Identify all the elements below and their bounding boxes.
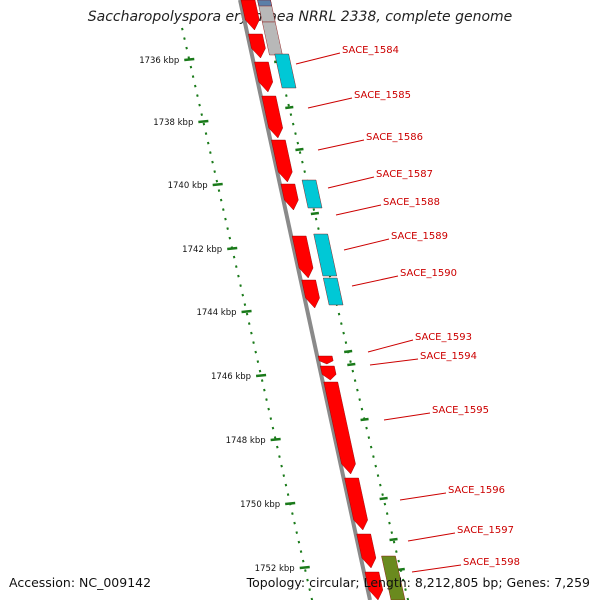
gene-leader-line bbox=[343, 238, 390, 251]
gene-leader-line bbox=[367, 339, 414, 353]
gene-leader-line bbox=[411, 564, 462, 573]
gene-label[interactable]: SACE_1585 bbox=[354, 90, 411, 101]
gene-label[interactable]: SACE_1589 bbox=[391, 231, 448, 242]
gene-label[interactable]: SACE_1586 bbox=[366, 132, 423, 143]
outer-dotted-ring bbox=[269, 27, 410, 600]
kbp-tick-label: 1736 kbp bbox=[139, 56, 179, 66]
cds-gene-arrow[interactable] bbox=[254, 61, 273, 93]
outer-tick-mark bbox=[389, 537, 398, 542]
genome-summary-text: Topology: circular; Length: 8,212,805 bp… bbox=[246, 575, 590, 590]
gene-label[interactable]: SACE_1598 bbox=[463, 557, 520, 568]
kbp-tick-label: 1752 kbp bbox=[255, 564, 295, 574]
cds-gene-arrow[interactable] bbox=[271, 139, 293, 183]
rna-feature-block[interactable] bbox=[322, 277, 344, 306]
cds-gene-arrow[interactable] bbox=[344, 477, 368, 531]
blue-feature-block[interactable] bbox=[257, 0, 273, 7]
kbp-tick-mark bbox=[184, 57, 195, 62]
rna-feature-block[interactable] bbox=[301, 179, 323, 209]
gene-leader-line bbox=[369, 358, 419, 366]
inner-dotted-ring bbox=[181, 27, 314, 600]
kbp-tick-label: 1748 kbp bbox=[226, 436, 266, 446]
outer-tick-mark bbox=[347, 362, 356, 367]
gene-leader-line bbox=[407, 532, 456, 542]
kbp-tick-label: 1750 kbp bbox=[240, 500, 280, 510]
gene-leader-line bbox=[383, 412, 431, 421]
gene-label[interactable]: SACE_1593 bbox=[415, 332, 472, 343]
gene-leader-line bbox=[351, 275, 399, 287]
cds-gene-arrow[interactable] bbox=[317, 355, 334, 365]
gene-leader-line bbox=[307, 97, 353, 109]
backbone-line bbox=[238, 0, 372, 600]
kbp-tick-label: 1738 kbp bbox=[153, 118, 193, 128]
kbp-tick-mark bbox=[212, 182, 223, 187]
cds-gene-arrow[interactable] bbox=[248, 33, 266, 59]
rna-feature-block[interactable] bbox=[274, 53, 297, 89]
gene-label[interactable]: SACE_1595 bbox=[432, 405, 489, 416]
cds-gene-arrow[interactable] bbox=[291, 235, 314, 279]
kbp-tick-label: 1744 kbp bbox=[196, 308, 236, 318]
kbp-tick-label: 1746 kbp bbox=[211, 372, 251, 382]
gray-feature-block[interactable] bbox=[262, 21, 283, 56]
kbp-tick-mark bbox=[285, 501, 296, 506]
gene-leader-line bbox=[327, 176, 375, 189]
kbp-tick-mark bbox=[299, 565, 310, 570]
rna-feature-block[interactable] bbox=[313, 233, 338, 277]
outer-tick-mark bbox=[379, 496, 388, 501]
kbp-tick-mark bbox=[241, 309, 252, 314]
cds-gene-arrow[interactable] bbox=[280, 183, 299, 211]
kbp-tick-mark bbox=[198, 119, 209, 124]
cds-gene-arrow[interactable] bbox=[356, 533, 377, 569]
cds-gene-arrow[interactable] bbox=[323, 381, 356, 475]
olive-feature-block[interactable] bbox=[381, 555, 406, 600]
gene-leader-line bbox=[399, 492, 447, 501]
map-title: Saccharopolyspora erythraea NRRL 2338, c… bbox=[87, 9, 513, 25]
gene-label[interactable]: SACE_1584 bbox=[342, 45, 399, 56]
gene-leader-line bbox=[295, 52, 341, 65]
cds-gene-arrow[interactable] bbox=[364, 571, 384, 600]
cds-gene-arrow[interactable] bbox=[320, 365, 337, 381]
kbp-tick-mark bbox=[255, 373, 267, 378]
cds-gene-arrow[interactable] bbox=[301, 279, 320, 309]
gene-label[interactable]: SACE_1587 bbox=[376, 169, 433, 180]
accession-text: Accession: NC_009142 bbox=[9, 575, 152, 590]
gene-leader-line bbox=[317, 139, 365, 151]
outer-tick-mark bbox=[360, 417, 369, 422]
cds-gene-arrow[interactable] bbox=[261, 95, 283, 139]
outer-tick-mark bbox=[285, 105, 294, 110]
kbp-tick-mark bbox=[227, 246, 238, 251]
gene-leader-line bbox=[335, 204, 382, 216]
outer-tick-mark bbox=[310, 211, 320, 216]
kbp-tick-mark bbox=[270, 437, 281, 442]
label-layer: SACE_1584 SACE_1585 SACE_1586 SACE_1587 SACE… bbox=[295, 45, 520, 573]
outer-tick-mark bbox=[295, 147, 304, 152]
feature-layer bbox=[238, 0, 406, 600]
gene-label[interactable]: SACE_1597 bbox=[457, 525, 514, 536]
kbp-tick-label: 1742 kbp bbox=[182, 245, 222, 255]
gene-label[interactable]: SACE_1594 bbox=[420, 351, 477, 362]
gene-label[interactable]: SACE_1596 bbox=[448, 485, 505, 496]
gene-label[interactable]: SACE_1588 bbox=[383, 197, 440, 208]
kbp-tick-label: 1740 kbp bbox=[168, 181, 208, 191]
cds-gene-arrow[interactable] bbox=[240, 0, 260, 31]
outer-tick-mark bbox=[344, 349, 353, 354]
gene-label[interactable]: SACE_1590 bbox=[400, 268, 457, 279]
